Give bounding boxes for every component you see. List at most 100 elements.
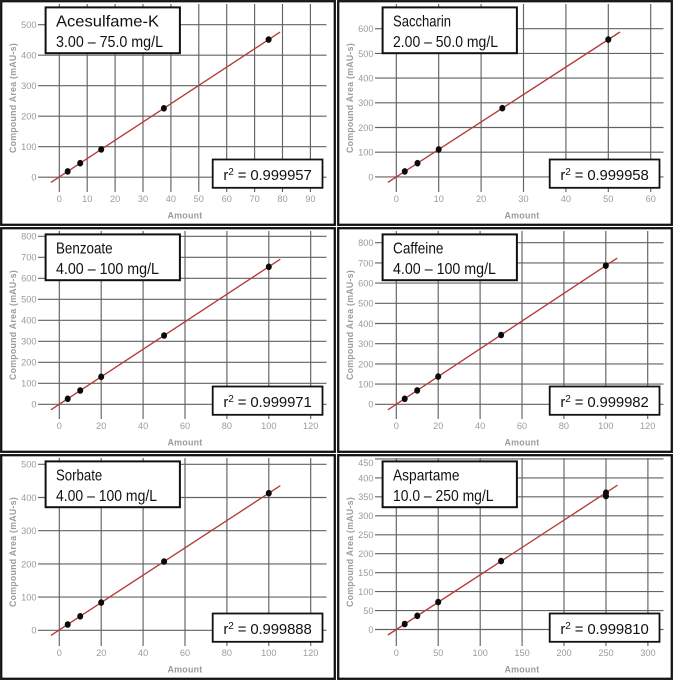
- svg-text:500: 500: [21, 460, 36, 470]
- svg-text:Caffeine: Caffeine: [393, 241, 444, 258]
- svg-text:80: 80: [222, 421, 232, 431]
- svg-text:100: 100: [358, 148, 373, 158]
- svg-text:700: 700: [358, 258, 373, 268]
- svg-text:600: 600: [358, 24, 373, 34]
- svg-text:r2 = 0.999982: r2 = 0.999982: [560, 394, 648, 411]
- svg-text:500: 500: [358, 49, 373, 59]
- svg-text:4.00 – 100 mg/L: 4.00 – 100 mg/L: [393, 261, 496, 278]
- svg-text:Compound Area (mAU-s): Compound Area (mAU-s): [8, 497, 18, 607]
- svg-text:20: 20: [110, 194, 120, 204]
- svg-text:Amount: Amount: [167, 665, 202, 675]
- svg-text:r2 = 0.999810: r2 = 0.999810: [560, 621, 648, 638]
- svg-text:Compound Area (mAU-s): Compound Area (mAU-s): [8, 43, 18, 153]
- svg-text:100: 100: [261, 648, 276, 658]
- svg-text:20: 20: [476, 194, 486, 204]
- svg-text:Amount: Amount: [167, 438, 202, 448]
- svg-text:150: 150: [358, 568, 373, 578]
- svg-text:80: 80: [277, 194, 287, 204]
- svg-text:Sorbate: Sorbate: [56, 468, 102, 485]
- svg-text:300: 300: [640, 648, 655, 658]
- svg-text:Benzoate: Benzoate: [56, 241, 113, 258]
- svg-text:10.0 – 250 mg/L: 10.0 – 250 mg/L: [393, 488, 494, 505]
- svg-text:600: 600: [358, 279, 373, 289]
- svg-text:0: 0: [31, 626, 36, 636]
- svg-text:Amount: Amount: [504, 438, 539, 448]
- svg-text:700: 700: [21, 253, 36, 263]
- svg-text:r2 = 0.999957: r2 = 0.999957: [223, 167, 311, 184]
- svg-text:10: 10: [82, 194, 92, 204]
- svg-text:200: 200: [21, 112, 36, 122]
- svg-text:120: 120: [303, 648, 318, 658]
- svg-text:0: 0: [368, 400, 373, 410]
- svg-text:Amount: Amount: [504, 665, 539, 675]
- svg-text:800: 800: [358, 238, 373, 248]
- svg-text:500: 500: [21, 295, 36, 305]
- svg-text:0: 0: [368, 172, 373, 182]
- svg-text:30: 30: [518, 194, 528, 204]
- svg-text:200: 200: [358, 123, 373, 133]
- svg-text:300: 300: [358, 98, 373, 108]
- svg-text:Compound Area (mAU-s): Compound Area (mAU-s): [8, 270, 18, 380]
- svg-text:60: 60: [180, 421, 190, 431]
- svg-text:0: 0: [394, 421, 399, 431]
- svg-text:60: 60: [222, 194, 232, 204]
- svg-text:Compound Area (mAU-s): Compound Area (mAU-s): [345, 497, 355, 607]
- svg-text:100: 100: [21, 142, 36, 152]
- svg-text:100: 100: [21, 379, 36, 389]
- svg-text:100: 100: [358, 587, 373, 597]
- svg-text:60: 60: [180, 648, 190, 658]
- svg-text:600: 600: [21, 274, 36, 284]
- svg-text:20: 20: [433, 421, 443, 431]
- svg-text:r2 = 0.999888: r2 = 0.999888: [223, 621, 311, 638]
- svg-text:50: 50: [363, 606, 373, 616]
- svg-text:300: 300: [21, 526, 36, 536]
- svg-text:400: 400: [358, 319, 373, 329]
- svg-text:100: 100: [358, 380, 373, 390]
- svg-text:Compound Area (mAU-s): Compound Area (mAU-s): [345, 270, 355, 380]
- svg-text:40: 40: [475, 421, 485, 431]
- svg-text:500: 500: [358, 299, 373, 309]
- svg-text:50: 50: [433, 648, 443, 658]
- svg-text:200: 200: [358, 359, 373, 369]
- svg-text:50: 50: [603, 194, 613, 204]
- svg-text:400: 400: [21, 316, 36, 326]
- svg-text:3.00 – 75.0 mg/L: 3.00 – 75.0 mg/L: [56, 34, 163, 51]
- svg-text:350: 350: [358, 492, 373, 502]
- svg-text:200: 200: [21, 559, 36, 569]
- svg-text:80: 80: [222, 648, 232, 658]
- svg-text:450: 450: [358, 458, 373, 468]
- svg-text:60: 60: [517, 421, 527, 431]
- svg-text:100: 100: [598, 421, 613, 431]
- svg-text:400: 400: [21, 51, 36, 61]
- svg-text:200: 200: [556, 648, 571, 658]
- svg-text:0: 0: [57, 421, 62, 431]
- svg-text:60: 60: [646, 194, 656, 204]
- svg-text:250: 250: [598, 648, 613, 658]
- svg-text:300: 300: [358, 339, 373, 349]
- svg-text:r2 = 0.999971: r2 = 0.999971: [223, 394, 311, 411]
- svg-text:40: 40: [561, 194, 571, 204]
- svg-text:100: 100: [21, 593, 36, 603]
- svg-text:0: 0: [57, 648, 62, 658]
- svg-text:0: 0: [394, 194, 399, 204]
- svg-text:400: 400: [358, 473, 373, 483]
- svg-text:80: 80: [559, 421, 569, 431]
- svg-text:800: 800: [21, 232, 36, 242]
- svg-text:120: 120: [303, 421, 318, 431]
- svg-text:Saccharin: Saccharin: [393, 14, 451, 31]
- svg-text:500: 500: [21, 20, 36, 30]
- svg-text:100: 100: [473, 648, 488, 658]
- svg-text:300: 300: [358, 511, 373, 521]
- svg-text:90: 90: [305, 194, 315, 204]
- svg-text:r2 = 0.999958: r2 = 0.999958: [560, 167, 648, 184]
- svg-text:0: 0: [57, 194, 62, 204]
- svg-text:200: 200: [21, 358, 36, 368]
- svg-text:Compound Area (mAU-s): Compound Area (mAU-s): [345, 43, 355, 153]
- svg-text:Acesulfame-K: Acesulfame-K: [56, 14, 160, 31]
- svg-text:40: 40: [138, 421, 148, 431]
- svg-text:250: 250: [358, 530, 373, 540]
- svg-text:40: 40: [138, 648, 148, 658]
- svg-text:0: 0: [394, 648, 399, 658]
- svg-text:10: 10: [434, 194, 444, 204]
- svg-text:400: 400: [21, 493, 36, 503]
